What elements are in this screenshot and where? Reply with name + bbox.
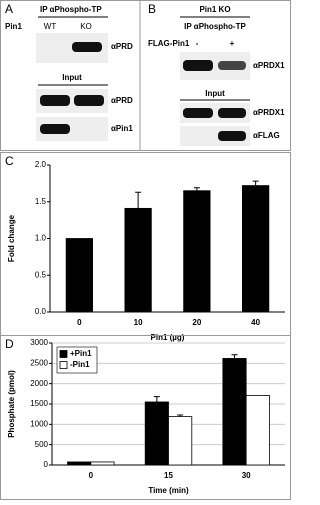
y-axis-title: Fold change — [7, 214, 16, 262]
input-label: Input — [62, 73, 82, 82]
x-tick-label: 0 — [77, 318, 82, 327]
y-tick-label: 500 — [35, 440, 49, 449]
band — [218, 131, 246, 141]
y-tick-label: 0.5 — [35, 270, 47, 279]
error-bar — [135, 191, 142, 209]
blot-label: αPRD — [111, 42, 133, 51]
band — [183, 108, 213, 118]
bar — [242, 185, 270, 313]
bar — [168, 416, 193, 466]
input-label: Input — [205, 89, 225, 98]
blot-label: αPRDX1 — [253, 61, 285, 70]
blot-label: αPRDX1 — [253, 108, 285, 117]
x-axis-title: Pin1 (µg) — [151, 333, 185, 342]
bar — [144, 401, 169, 466]
band — [40, 95, 70, 106]
band — [74, 95, 104, 106]
legend-swatch — [59, 361, 68, 369]
x-tick-label: 10 — [134, 318, 143, 327]
x-tick-label: 0 — [89, 471, 94, 480]
frame — [0, 0, 291, 151]
y-tick-label: 1.5 — [35, 197, 47, 206]
row-label: FLAG-Pin1 — [148, 39, 190, 48]
legend-swatch — [59, 350, 68, 358]
band — [183, 60, 213, 71]
lane-label: + — [230, 39, 235, 48]
bar — [124, 207, 152, 313]
error-bar — [252, 180, 259, 186]
x-tick-label: 15 — [164, 471, 173, 480]
bar — [90, 461, 115, 466]
bar — [65, 238, 93, 313]
y-tick-label: 2000 — [30, 379, 48, 388]
error-bar — [193, 187, 200, 191]
panel-label: D — [5, 337, 14, 351]
legend-label: +Pin1 — [70, 349, 92, 358]
y-tick-label: 0 — [44, 460, 49, 469]
bar — [183, 190, 211, 313]
figure: A IP αPhospho-TP Pin1 WT KO αPRD Input α… — [0, 0, 291, 500]
panel-label: C — [5, 154, 14, 168]
legend-label: -Pin1 — [70, 360, 90, 369]
y-tick-label: 2500 — [30, 358, 48, 367]
ip-label: IP αPhospho-TP — [40, 5, 102, 14]
panel-label: A — [5, 2, 13, 16]
y-tick-label: 1500 — [30, 399, 48, 408]
x-tick-label: 40 — [251, 318, 260, 327]
bar — [67, 461, 92, 466]
panel-title: Pin1 KO — [199, 5, 230, 14]
panel-label: B — [148, 2, 156, 16]
y-tick-label: 1.0 — [35, 234, 47, 243]
row-label: Pin1 — [5, 22, 22, 31]
band — [72, 42, 102, 52]
band — [218, 108, 246, 118]
blot-label: αPRD — [111, 96, 133, 105]
y-axis-title: Phosphate (pmol) — [7, 370, 16, 438]
error-bar — [153, 396, 160, 402]
band — [40, 124, 70, 134]
y-tick-label: 2.0 — [35, 160, 47, 169]
lane-label: - — [196, 39, 199, 48]
y-tick-label: 3000 — [30, 338, 48, 347]
ip-label: IP αPhospho-TP — [184, 22, 246, 31]
x-tick-label: 20 — [192, 318, 201, 327]
error-bar — [177, 414, 184, 417]
blot-label: αFLAG — [253, 131, 280, 140]
x-tick-label: 30 — [242, 471, 251, 480]
blot-label: αPin1 — [111, 124, 133, 133]
lane-label: WT — [44, 22, 57, 31]
y-tick-label: 1000 — [30, 419, 48, 428]
bar — [222, 358, 247, 466]
bar — [245, 395, 270, 466]
error-bar — [231, 354, 238, 359]
x-axis-title: Time (min) — [148, 486, 189, 495]
y-tick-label: 0.0 — [35, 307, 47, 316]
band — [218, 61, 246, 70]
lane-label: KO — [80, 22, 92, 31]
